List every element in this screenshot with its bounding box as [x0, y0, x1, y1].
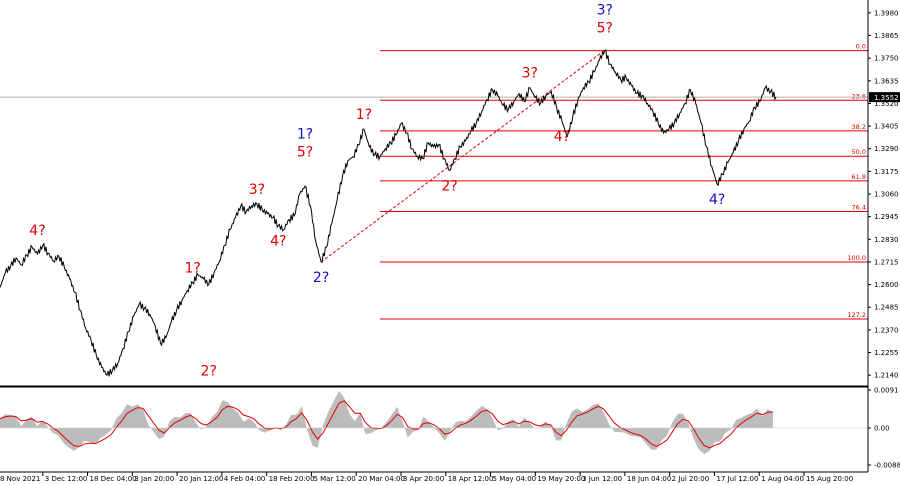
price-tick-label: 1.2255 — [874, 349, 899, 357]
time-tick-label: 3 Apr 20:00 — [403, 475, 444, 483]
fib-label: 127.2 — [847, 311, 866, 319]
wave-label: 4? — [554, 129, 570, 145]
fib-label: 76.4 — [852, 204, 866, 212]
time-tick-label: 3 Jun 12:00 — [582, 475, 622, 483]
wave-label: 5? — [597, 20, 613, 36]
time-tick-label: 5 Mar 12:00 — [313, 475, 355, 483]
price-tick-label: 1.3405 — [874, 123, 899, 131]
wave-label: 1? — [184, 261, 200, 277]
price-tick-label: 1.3290 — [874, 145, 899, 153]
panel-separator — [0, 385, 868, 388]
price-line — [0, 49, 777, 377]
oscillator-histogram — [0, 390, 773, 455]
price-tick-label: 1.3060 — [874, 191, 899, 199]
wave-label: 3? — [597, 2, 613, 18]
time-tick-label: 8 Nov 2021 — [0, 475, 40, 483]
wave-label: 4? — [709, 192, 725, 208]
time-tick-label: 3 Jan 20:00 — [134, 475, 174, 483]
wave-label: 4? — [29, 223, 45, 239]
fib-label: 0.0 — [856, 43, 866, 51]
time-tick-label: 18 Dec 04:00 — [90, 475, 137, 483]
price-series — [0, 49, 777, 377]
time-tick-label: 17 Jul 12:00 — [716, 475, 758, 483]
price-tick-label: 1.3980 — [874, 9, 899, 17]
fib-label: 61.8 — [852, 173, 866, 181]
fib-label: 50.0 — [852, 148, 866, 156]
fib-label: 23.6 — [852, 92, 866, 100]
wave-label: 2? — [313, 270, 329, 286]
oscillator-panel — [0, 390, 868, 455]
fib-label: 38.2 — [852, 123, 866, 131]
fib-anchor-line — [320, 49, 606, 263]
wave-labels: 4? 1? 2? 3? 4? 1? 5? 2? 1? 2? 3? 4? 3? 5? 4? — [29, 2, 725, 379]
osc-tick-label: 0.0091 — [874, 387, 899, 395]
time-tick-label: 18 Feb 20:00 — [269, 475, 315, 483]
oscillator-signal-line — [0, 400, 774, 449]
time-tick-label: 2 Jul 20:00 — [672, 475, 710, 483]
price-axis: 1.3980 1.3865 1.3750 1.3635 1.3520 1.3405 1.32… — [868, 9, 900, 470]
time-tick-label: 3 Dec 12:00 — [45, 475, 88, 483]
time-tick-label: 1 Aug 04:00 — [761, 475, 804, 483]
price-tick-label: 1.3175 — [874, 168, 899, 176]
time-tick-label: 18 Jun 04:00 — [627, 475, 671, 483]
time-tick-label: 19 May 20:00 — [537, 475, 585, 483]
price-tick-label: 1.2945 — [874, 213, 899, 221]
time-tick-label: 5 May 04:00 — [493, 475, 537, 483]
time-tick-label: 20 Jan 12:00 — [179, 475, 223, 483]
price-tick-label: 1.2715 — [874, 258, 899, 266]
time-tick-label: 4 Feb 04:00 — [224, 475, 265, 483]
time-tick-label: 15 Aug 20:00 — [806, 475, 853, 483]
price-tick-label: 1.2830 — [874, 236, 899, 244]
price-tick-label: 1.3750 — [874, 55, 899, 63]
wave-label: 2? — [201, 363, 217, 379]
time-tick-label: 20 Mar 04:00 — [358, 475, 405, 483]
current-price-box — [869, 92, 900, 103]
price-tick-label: 1.2485 — [874, 304, 899, 312]
current-price-label: 1.3552 — [874, 94, 899, 102]
current-price-marker — [0, 49, 868, 263]
wave-label: 2? — [441, 178, 457, 194]
wave-label: 3? — [249, 182, 265, 198]
wave-label: 1? — [297, 126, 313, 142]
price-tick-label: 1.2600 — [874, 281, 899, 289]
wave-label: 1? — [356, 107, 372, 123]
fibonacci-levels: 0.0 23.6 38.2 50.0 61.8 76.4 100.0 127.2 — [380, 43, 868, 320]
wave-label: 5? — [297, 144, 313, 160]
price-tick-label: 1.2140 — [874, 372, 899, 380]
price-tick-label: 1.3520 — [874, 100, 899, 108]
osc-tick-label: -0.00887 — [874, 462, 900, 470]
chart-frame — [0, 0, 869, 473]
fib-label: 100.0 — [847, 254, 866, 262]
time-tick-label: 18 Apr 12:00 — [448, 475, 494, 483]
price-tick-label: 1.3635 — [874, 77, 899, 85]
time-axis: 8 Nov 2021 3 Dec 12:00 18 Dec 04:003 Jan 2… — [0, 472, 853, 483]
price-tick-label: 1.2370 — [874, 326, 899, 334]
osc-tick-label: 0.00 — [874, 424, 890, 432]
wave-label: 3? — [522, 66, 538, 82]
price-tick-label: 1.3865 — [874, 32, 899, 40]
wave-label: 4? — [270, 234, 286, 250]
